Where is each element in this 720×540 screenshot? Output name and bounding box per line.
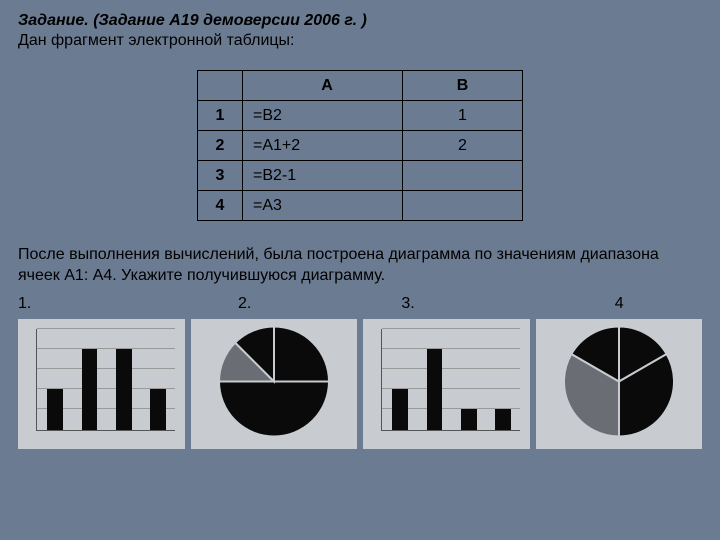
cell-b: 2 [403, 131, 523, 161]
row-num: 3 [198, 161, 243, 191]
table-header-row: A B [198, 71, 523, 101]
task-subtitle: Дан фрагмент электронной таблицы: [18, 32, 702, 50]
cell-b [403, 161, 523, 191]
options-row: 1. 2. 3. 4 [18, 295, 702, 313]
cell-a: =B2 [243, 101, 403, 131]
charts-row [18, 319, 702, 449]
chart-4-pie [536, 319, 703, 449]
cell-a: =A1+2 [243, 131, 403, 161]
row-num: 1 [198, 101, 243, 131]
task-description: После выполнения вычислений, была постро… [18, 245, 702, 287]
spreadsheet-table: A B 1 =B2 1 2 =A1+2 2 3 =B2-1 4 =A3 [197, 70, 523, 221]
option-label-3: 3. [401, 295, 414, 313]
row-num: 2 [198, 131, 243, 161]
chart-3-bar [363, 319, 530, 449]
table-row: 2 =A1+2 2 [198, 131, 523, 161]
table-row: 1 =B2 1 [198, 101, 523, 131]
task-title: Задание. (Задание А19 демоверсии 2006 г.… [18, 12, 702, 30]
row-num: 4 [198, 191, 243, 221]
cell-a: =A3 [243, 191, 403, 221]
chart-1-bar [18, 319, 185, 449]
option-label-1: 1. [18, 295, 38, 313]
cell-b [403, 191, 523, 221]
col-header-b: B [403, 71, 523, 101]
option-label-4: 4 [615, 295, 624, 313]
col-header-a: A [243, 71, 403, 101]
table-row: 4 =A3 [198, 191, 523, 221]
cell-a: =B2-1 [243, 161, 403, 191]
table-row: 3 =B2-1 [198, 161, 523, 191]
chart-2-pie [191, 319, 358, 449]
cell-b: 1 [403, 101, 523, 131]
corner-cell [198, 71, 243, 101]
option-label-2: 2. [238, 295, 251, 313]
